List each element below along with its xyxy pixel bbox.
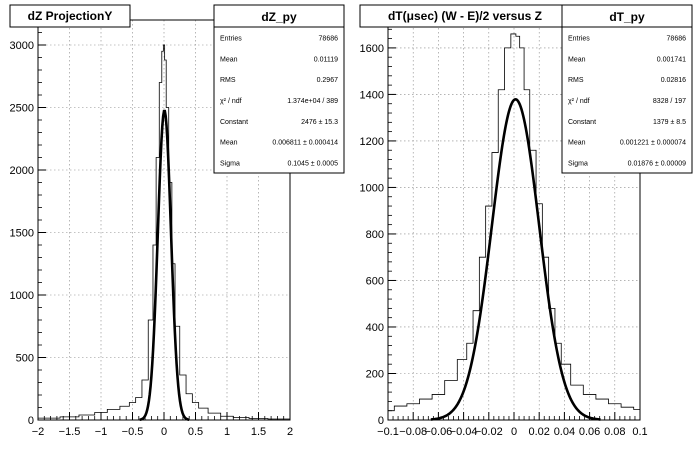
stats-row-label: Mean: [220, 140, 238, 147]
x-tick-label: −2: [32, 426, 45, 438]
y-tick-label: 0: [378, 415, 384, 427]
stats-row-label: Sigma: [220, 161, 240, 168]
chart-panel-1: −2 −1.5 −1 −0.5 0 0.5 1 1.5 2 0 500 1000 1500 2000 250…: [9, 4, 345, 438]
x-tick-label: −0.02: [475, 426, 503, 438]
x-tick-label: 0.08: [604, 426, 625, 438]
x-tick-label: 0: [161, 426, 167, 438]
y-tick-label: 800: [366, 229, 384, 241]
x-tick-label: −0.08: [399, 426, 427, 438]
stats-row-label: RMS: [220, 77, 236, 84]
stats-row-value: 0.01119: [314, 56, 338, 63]
y-tick-label: 400: [366, 322, 384, 334]
stats-row-value: 0.2967: [317, 77, 339, 84]
stats-row-value: 1.374e+04 / 389: [287, 98, 338, 105]
x-tick-label: −0.06: [424, 426, 452, 438]
stats-row-value: 78686: [319, 35, 339, 42]
stats-box-title: dZ_py: [261, 10, 297, 24]
x-tick-label: 0: [511, 426, 517, 438]
x-tick-label: −1.5: [59, 426, 81, 438]
stats-row-label: Constant: [568, 119, 596, 126]
y-tick-label: 1000: [10, 290, 34, 302]
stats-row-value: 78686: [667, 35, 687, 42]
x-tick-label: 0.5: [188, 426, 203, 438]
y-tick-label: 3000: [10, 40, 34, 52]
stats-box-title: dT_py: [609, 10, 645, 24]
stats-row-value: 0.001221 ± 0.000074: [620, 140, 686, 147]
stats-row-label: χ² / ndf: [220, 98, 242, 105]
y-tick-label: 2500: [10, 103, 34, 115]
y-tick-label: 1600: [360, 43, 384, 55]
stats-row-value: 2476 ± 15.3: [301, 119, 338, 126]
x-tick-label: 0.02: [528, 426, 549, 438]
y-tick-label: 1400: [360, 89, 384, 101]
stats-row-label: Sigma: [568, 161, 588, 168]
gaussian-fit-curve: [139, 109, 190, 422]
stats-row-label: Mean: [568, 56, 586, 63]
x-tick-label: 0.06: [579, 426, 600, 438]
x-tick-label: 0.1: [632, 426, 647, 438]
x-tick-label: −0.5: [122, 426, 144, 438]
x-tick-label: 1: [224, 426, 230, 438]
histogram-line: [388, 33, 640, 412]
y-tick-label: 2000: [10, 165, 34, 177]
y-tick-label: 1200: [360, 136, 384, 148]
stats-row-label: χ² / ndf: [568, 98, 590, 105]
stats-row-value: 0.01876 ± 0.00009: [628, 161, 686, 168]
stats-box: [561, 4, 693, 174]
stats-row-label: RMS: [568, 77, 584, 84]
x-tick-label: −1: [95, 426, 108, 438]
stats-row-label: Mean: [220, 56, 238, 63]
x-tick-label: −0.1: [377, 426, 399, 438]
stats-row-label: Constant: [220, 119, 248, 126]
chart-panel-2: −0.1 −0.08−0.06−0.04−0.02 0 0.02 0.04 0.06 0.0…: [359, 4, 693, 438]
stats-row-label: Entries: [568, 35, 590, 42]
y-tick-label: 500: [16, 353, 34, 365]
stats-row-value: 0.1045 ± 0.0005: [287, 161, 338, 168]
x-tick-label: 1.5: [251, 426, 266, 438]
histogram-line: [38, 44, 290, 420]
x-tick-label: 0.04: [554, 426, 575, 438]
stats-row-value: 0.006811 ± 0.000414: [272, 140, 338, 147]
chart-title: dT(μsec) (W - E)/2 versus Z: [388, 9, 542, 23]
stats-box: [213, 4, 345, 174]
x-tick-label: 2: [287, 426, 293, 438]
title-box: [9, 4, 131, 28]
stats-row-label: Entries: [220, 35, 242, 42]
gaussian-fit-curve: [430, 97, 601, 421]
y-tick-label: 1000: [360, 182, 384, 194]
stats-row-label: Mean: [568, 140, 586, 147]
x-tick-label: −0.04: [450, 426, 478, 438]
chart-title: dZ ProjectionY: [28, 9, 113, 23]
stats-row-value: 8328 / 197: [653, 98, 686, 105]
stats-row-value: 0.001741: [657, 56, 686, 63]
y-tick-label: 1500: [10, 228, 34, 240]
stats-row-value: 1379 ± 8.5: [653, 119, 686, 126]
y-tick-label: 0: [28, 415, 34, 427]
y-tick-label: 600: [366, 275, 384, 287]
stats-row-value: 0.02816: [661, 77, 686, 84]
y-tick-label: 200: [366, 368, 384, 380]
